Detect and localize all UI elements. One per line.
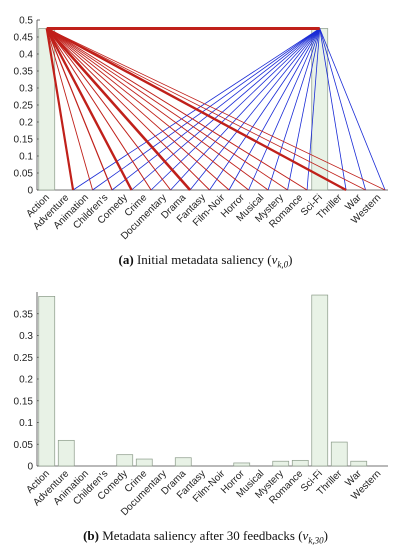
bar-romance xyxy=(291,459,309,467)
link-action-romance xyxy=(46,28,308,191)
y-tick-label: 0.45 xyxy=(14,33,34,44)
link-action-comedy xyxy=(45,27,133,191)
y-tick-label: 0.2 xyxy=(19,375,33,386)
y-tick-label: 0.25 xyxy=(14,101,34,112)
link-scifi-film-noir xyxy=(228,28,321,191)
bar-adventure xyxy=(57,439,75,467)
bar-comedy xyxy=(116,454,134,467)
caption-a-close: ) xyxy=(288,252,293,267)
caption-a-text: Initial metadata saliency ( xyxy=(136,252,272,267)
chart-panel-b: 00.050.10.150.20.250.30.35ActionAdventur… xyxy=(14,292,388,518)
y-tick-label: 0.15 xyxy=(14,135,34,146)
link-action-children-s xyxy=(46,28,113,191)
y-tick-label: 0.25 xyxy=(14,353,34,364)
link-action-crime xyxy=(46,28,152,191)
y-tick-label: 0.05 xyxy=(14,169,34,180)
caption-b-close: ) xyxy=(323,528,328,543)
y-tick-label: 0 xyxy=(27,186,33,197)
caption-a: (a) Initial metadata saliency (vk,0) xyxy=(0,252,411,270)
bar-drama xyxy=(174,457,192,467)
bar-sci-fi xyxy=(311,28,329,191)
link-scifi-documentary xyxy=(170,28,321,191)
bar-thriller xyxy=(330,441,348,467)
bar-war xyxy=(350,460,368,467)
bar-action xyxy=(38,28,56,191)
caption-b-sub: k,30 xyxy=(308,535,324,546)
link-scifi-horror xyxy=(248,28,321,191)
caption-a-sub: k,0 xyxy=(277,259,289,270)
caption-a-math: v xyxy=(271,252,278,267)
y-tick-label: 0.1 xyxy=(19,152,33,163)
bar-crime xyxy=(135,458,153,467)
y-tick-label: 0.05 xyxy=(14,440,34,451)
link-scifi-romance xyxy=(306,28,321,191)
link-scifi-war xyxy=(319,28,366,191)
y-tick-label: 0.5 xyxy=(19,16,33,27)
link-action-animation xyxy=(46,28,94,191)
y-tick-label: 0.3 xyxy=(19,84,33,95)
y-tick-label: 0.35 xyxy=(14,67,34,78)
bar-mystery xyxy=(272,460,290,467)
link-scifi-thriller xyxy=(319,28,347,191)
caption-b: (b) Metadata saliency after 30 feedbacks… xyxy=(0,528,411,546)
y-tick-label: 0.15 xyxy=(14,396,34,407)
link-action-musical xyxy=(46,28,269,191)
y-tick-label: 0.35 xyxy=(14,309,34,320)
y-tick-label: 0.4 xyxy=(19,50,33,61)
chart-panel-a: 00.050.10.150.20.250.30.350.40.450.5Acti… xyxy=(14,16,388,242)
link-action-documentary xyxy=(46,28,171,191)
link-scifi-crime xyxy=(150,28,321,191)
caption-b-text: Metadata saliency after 30 feedbacks ( xyxy=(102,528,303,543)
link-action-fantasy xyxy=(46,28,210,191)
link-action-war xyxy=(46,28,366,191)
link-scifi-western xyxy=(319,28,386,191)
y-tick-label: 0 xyxy=(27,462,33,473)
link-scifi-fantasy xyxy=(209,28,321,191)
bar-sci-fi xyxy=(311,294,329,467)
caption-b-math: v xyxy=(302,528,309,543)
y-tick-label: 0.2 xyxy=(19,118,33,129)
y-tick-label: 0.3 xyxy=(19,331,33,342)
link-scifi-drama xyxy=(189,28,321,191)
caption-b-label: (b) xyxy=(83,528,99,543)
link-action-film-noir xyxy=(46,28,230,191)
link-action-thriller xyxy=(46,27,347,192)
link-scifi-mystery xyxy=(287,28,321,191)
caption-a-label: (a) xyxy=(118,252,134,267)
y-tick-label: 0.1 xyxy=(19,418,33,429)
link-action-drama xyxy=(45,27,192,191)
bar-horror xyxy=(233,462,251,467)
link-action-mystery xyxy=(46,28,288,191)
link-scifi-musical xyxy=(267,28,321,191)
link-action-horror xyxy=(46,28,249,191)
link-scifi-comedy xyxy=(131,28,321,191)
link-action-western xyxy=(46,28,386,191)
link-action-adventure xyxy=(45,28,75,191)
bar-action xyxy=(38,296,56,467)
